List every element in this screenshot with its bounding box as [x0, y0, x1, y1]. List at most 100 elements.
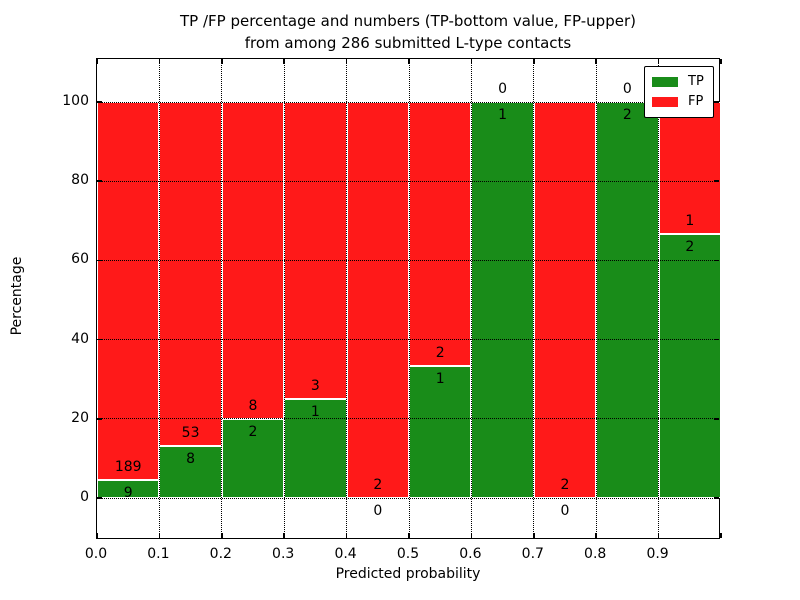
bar-segment-fp [284, 102, 347, 399]
legend-item-tp: TP [652, 72, 704, 92]
y-tick-mark [97, 497, 102, 499]
x-tick-mark [221, 59, 223, 64]
y-tick-mark [97, 259, 102, 262]
bar-count-label-tp: 1 [498, 107, 508, 123]
horizontal-gridline [97, 101, 719, 103]
x-tick-mark [408, 533, 410, 538]
y-tick-label: 80 [71, 172, 89, 189]
bar-segment-tp [159, 446, 222, 498]
x-tick-mark [657, 59, 660, 64]
x-tick-mark [720, 59, 722, 64]
bar-count-label-tp: 0 [560, 503, 570, 519]
legend-item-fp: FP [652, 92, 704, 112]
vertical-gridline [283, 59, 285, 538]
x-tick-mark [345, 533, 348, 538]
bar-count-label-fp: 8 [248, 397, 258, 414]
bar-count-label-fp: 2 [435, 345, 445, 361]
bar-segment-tp [658, 234, 721, 498]
y-tick-mark [714, 259, 719, 262]
bar-count-label-tp: 8 [186, 451, 196, 468]
bar-count-label-fp: 0 [622, 81, 632, 97]
vertical-gridline [533, 59, 535, 538]
bar-count-label-fp: 2 [373, 477, 383, 493]
x-tick-mark [470, 533, 473, 538]
bar-segment-tp [409, 366, 472, 498]
fp-swatch-icon [652, 97, 678, 107]
bar-count-label-tp: 0 [373, 503, 383, 519]
x-tick-label: 0.0 [84, 546, 108, 562]
x-tick-label: 0.9 [646, 546, 669, 562]
bar-count-label-fp: 3 [310, 378, 320, 394]
y-tick-mark [97, 101, 102, 103]
y-tick-mark [714, 418, 719, 420]
plot-area: 189 9 53 8 8 2 3 1 2 0 2 1 0 1 2 0 0 2 1 2 [96, 58, 722, 539]
x-tick-mark [283, 59, 285, 64]
horizontal-gridline [97, 497, 719, 499]
y-tick-mark [97, 338, 102, 341]
x-tick-label: 0.5 [396, 546, 420, 562]
x-tick-mark [533, 533, 535, 538]
legend: TP FP [644, 66, 714, 118]
vertical-gridline [221, 59, 223, 538]
y-tick-mark [714, 101, 719, 103]
y-tick-mark [97, 180, 102, 182]
x-tick-mark [595, 533, 597, 538]
x-tick-mark [408, 59, 410, 64]
bar-segment-tp [221, 418, 285, 498]
bar-count-label-fp: 53 [181, 425, 200, 442]
x-tick-label: 0.1 [147, 546, 170, 562]
y-axis-label: Percentage [9, 256, 25, 336]
x-tick-label: 0.8 [584, 546, 607, 562]
x-tick-mark [96, 59, 98, 64]
x-tick-mark [595, 59, 597, 64]
chart-title-line1: TP /FP percentage and numbers (TP-bottom… [180, 12, 636, 30]
horizontal-gridline [97, 259, 719, 261]
chart-title: TP /FP percentage and numbers (TP-bottom… [96, 10, 720, 54]
x-tick-mark [158, 533, 161, 538]
legend-label-tp: TP [688, 74, 704, 89]
y-tick-mark [714, 497, 719, 499]
horizontal-gridline [97, 418, 719, 420]
x-tick-mark [657, 533, 660, 538]
x-tick-mark [345, 59, 348, 64]
legend-label-fp: FP [688, 94, 704, 109]
bar-count-label-tp: 2 [685, 239, 695, 255]
vertical-gridline [658, 59, 660, 538]
vertical-gridline [158, 59, 160, 538]
y-tick-label: 100 [62, 93, 89, 109]
x-tick-mark [221, 533, 223, 538]
bar-segment-tp [596, 102, 659, 498]
x-tick-mark [470, 59, 473, 64]
bar-segment-fp [658, 102, 721, 234]
bar-count-label-tp: 1 [310, 404, 320, 420]
bar-segment-tp [471, 102, 534, 498]
bar-segment-fp [97, 102, 160, 480]
bar-count-label-fp: 189 [114, 459, 142, 475]
bar-count-label-tp: 9 [123, 485, 133, 501]
x-tick-label: 0.3 [272, 546, 295, 562]
tp-swatch-icon [652, 77, 678, 87]
x-tick-mark [533, 59, 535, 64]
horizontal-gridline [97, 339, 719, 341]
y-tick-mark [714, 180, 719, 182]
bar-segment-fp [159, 102, 222, 447]
vertical-gridline [470, 59, 472, 538]
x-tick-mark [96, 533, 98, 538]
y-tick-label: 20 [71, 409, 89, 426]
bar-count-label-tp: 2 [248, 423, 258, 440]
x-axis-label: Predicted probability [335, 566, 481, 582]
bar-segment-fp [346, 102, 409, 498]
bar-count-label-fp: 1 [685, 213, 695, 229]
bar-segment-fp [409, 102, 472, 366]
y-tick-label: 0 [80, 489, 89, 505]
x-tick-label: 0.7 [521, 546, 544, 562]
x-tick-mark [158, 59, 161, 64]
bar-segment-fp [533, 102, 597, 498]
bar-count-label-tp: 2 [622, 107, 632, 123]
y-tick-label: 60 [71, 251, 89, 268]
vertical-gridline [595, 59, 597, 538]
bar-segment-tp [284, 399, 347, 498]
x-tick-label: 0.6 [459, 546, 482, 562]
y-tick-mark [97, 418, 102, 420]
vertical-gridline [346, 59, 348, 538]
